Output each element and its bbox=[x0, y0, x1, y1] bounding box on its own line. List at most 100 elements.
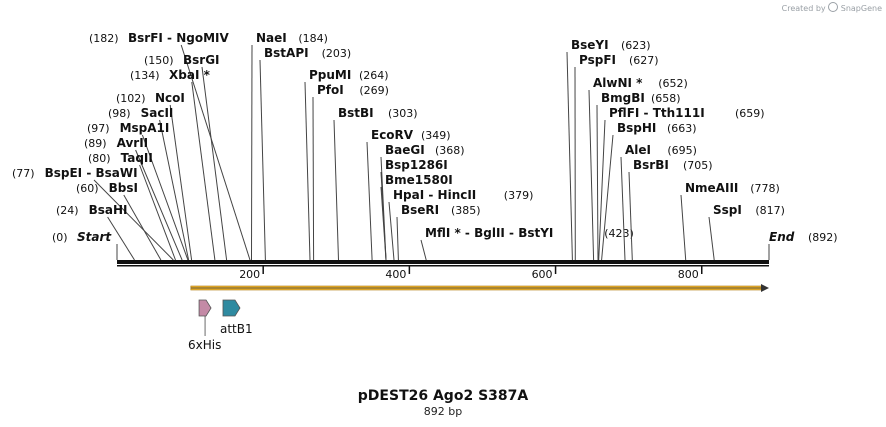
site-ecorv-label[interactable]: EcoRV bbox=[371, 128, 414, 142]
site-bseri-label[interactable]: BseRI bbox=[401, 203, 439, 217]
site-bsrfi-position: (182) bbox=[89, 32, 119, 45]
site-xbai-label[interactable]: XbaI * bbox=[169, 68, 211, 82]
site-bsrfi-label[interactable]: BsrFI - NgoMIV bbox=[128, 31, 229, 45]
site-bsrbi-marker bbox=[628, 171, 633, 261]
site-pfoi-marker bbox=[312, 96, 315, 261]
site-ppumi-position: (264) bbox=[359, 69, 389, 82]
site-alwni-position: (652) bbox=[658, 77, 688, 90]
site-bmgbi-position: (658) bbox=[651, 92, 681, 105]
site-bsphi-marker bbox=[601, 134, 614, 261]
end-position: (892) bbox=[808, 231, 838, 244]
site-bstapi-position: (203) bbox=[322, 47, 352, 60]
site-pspfi-position: (627) bbox=[629, 54, 659, 67]
site-pfoi-label[interactable]: PfoI bbox=[317, 83, 344, 97]
site-pspfi-label[interactable]: PspFI bbox=[579, 53, 616, 67]
feature-attb1-label: attB1 bbox=[220, 322, 253, 336]
credit-prefix: Created by bbox=[781, 4, 826, 13]
site-bsrgi-label[interactable]: BsrGI bbox=[183, 53, 220, 67]
site-sacii-position: (98) bbox=[108, 107, 131, 120]
site-taqii-label[interactable]: TaqII bbox=[121, 151, 153, 165]
site-bstbi-position: (303) bbox=[388, 107, 418, 120]
site-avrii-label[interactable]: AvrII bbox=[117, 136, 149, 150]
site-bsrfi-marker bbox=[180, 44, 251, 261]
sequence-backbone bbox=[117, 260, 769, 264]
site-xbai-marker bbox=[191, 81, 216, 261]
site-alei-position: (695) bbox=[667, 144, 697, 157]
site-ppumi-marker bbox=[304, 81, 311, 261]
feature-6xhis-label: 6xHis bbox=[188, 338, 221, 352]
plasmid-length: 892 bp bbox=[423, 405, 463, 418]
site-avrii-position: (89) bbox=[84, 137, 107, 150]
site-ecorv-marker bbox=[366, 141, 373, 261]
credit-brand: SnapGene bbox=[840, 4, 882, 13]
site-sspi-label[interactable]: SspI bbox=[713, 203, 742, 217]
site-alwni-marker bbox=[588, 89, 595, 261]
site-ncoi-marker bbox=[169, 104, 193, 261]
site-bmgbi-label[interactable]: BmgBI bbox=[601, 91, 645, 105]
site-sacii-label[interactable]: SacII bbox=[141, 106, 174, 120]
site-ppumi-label[interactable]: PpuMI bbox=[309, 68, 351, 82]
site-baegi-label[interactable]: BaeGI bbox=[385, 143, 425, 157]
site-bsrgi-position: (150) bbox=[144, 54, 174, 67]
ruler-label-800: 800 bbox=[678, 268, 699, 281]
site-pflfi-marker bbox=[598, 119, 606, 261]
site-sspi-marker bbox=[708, 216, 715, 261]
site-bsrbi-position: (705) bbox=[683, 159, 713, 172]
site-sspi-position: (817) bbox=[755, 204, 785, 217]
site-nmeaiii-label[interactable]: NmeAIII bbox=[685, 181, 738, 195]
site-bspei-position: (77) bbox=[12, 167, 35, 180]
site-pflfi-label[interactable]: PflFI - Tth111I bbox=[609, 106, 705, 120]
site-bsrbi-label[interactable]: BsrBI bbox=[633, 158, 669, 172]
site-baegi-position: (368) bbox=[435, 144, 465, 157]
feature-6xhis-arrow[interactable] bbox=[198, 299, 212, 317]
site-ncoi-position: (102) bbox=[116, 92, 146, 105]
site-naei-label[interactable]: NaeI bbox=[256, 31, 287, 45]
site-mspa1i-marker bbox=[141, 134, 189, 261]
plasmid-map: (182) BsrFI - NgoMIV NaeI (184)BstAPI (203) (… bbox=[12, 31, 838, 352]
site-mfli-label[interactable]: MflI * - BglII - BstYI bbox=[425, 226, 553, 240]
site-ecorv-position: (349) bbox=[421, 129, 451, 142]
start-label: Start bbox=[77, 230, 112, 244]
site-bbsi-label[interactable]: BbsI bbox=[109, 181, 138, 195]
site-mspa1i-position: (97) bbox=[87, 122, 110, 135]
site-naei-marker bbox=[251, 44, 253, 261]
site-bsahi-position: (24) bbox=[56, 204, 79, 217]
site-bme1580i-marker bbox=[380, 186, 387, 261]
site-bstapi-label[interactable]: BstAPI bbox=[264, 46, 309, 60]
site-hpai-marker bbox=[388, 201, 395, 261]
site-mspa1i-label[interactable]: MspA1I bbox=[120, 121, 170, 135]
sequence-backbone-lower bbox=[117, 265, 769, 267]
site-bsp1286i-label[interactable]: Bsp1286I bbox=[385, 158, 448, 172]
site-alei-label[interactable]: AleI bbox=[625, 143, 651, 157]
site-mfli-position: (423) bbox=[604, 227, 634, 240]
ruler-label-200: 200 bbox=[239, 268, 260, 281]
site-hpai-label[interactable]: HpaI - HincII bbox=[393, 188, 476, 202]
site-bmgbi-marker bbox=[596, 104, 599, 261]
site-avrii-marker bbox=[135, 149, 183, 261]
site-bsahi-label[interactable]: BsaHI bbox=[89, 203, 128, 217]
site-bspei-label[interactable]: BspEI - BsaWI bbox=[45, 166, 138, 180]
start-position: (0) bbox=[52, 231, 68, 244]
plasmid-name: pDEST26 Ago2 S387A bbox=[357, 388, 529, 404]
site-ncoi-label[interactable]: NcoI bbox=[155, 91, 185, 105]
site-bstbi-label[interactable]: BstBI bbox=[338, 106, 374, 120]
site-bstbi-marker bbox=[333, 119, 339, 261]
ruler-label-600: 600 bbox=[532, 268, 553, 281]
feature-attb1-arrow[interactable] bbox=[222, 299, 241, 317]
site-bbsi-position: (60) bbox=[76, 182, 99, 195]
site-alwni-label[interactable]: AlwNI * bbox=[593, 76, 643, 90]
end-label: End bbox=[769, 230, 795, 244]
site-bseri-position: (385) bbox=[451, 204, 481, 217]
site-taqii-marker bbox=[139, 164, 176, 261]
site-bsahi-marker bbox=[107, 216, 135, 261]
site-nmeaiii-position: (778) bbox=[750, 182, 780, 195]
site-bseyi-marker bbox=[566, 51, 573, 261]
site-sacii-marker bbox=[159, 119, 190, 261]
site-bsphi-label[interactable]: BspHI bbox=[617, 121, 656, 135]
site-bsphi-position: (663) bbox=[667, 122, 697, 135]
site-bseyi-label[interactable]: BseYI bbox=[571, 38, 609, 52]
site-naei-position: (184) bbox=[298, 32, 328, 45]
snapgene-logo-icon bbox=[828, 2, 839, 12]
site-bme1580i-label[interactable]: Bme1580I bbox=[385, 173, 453, 187]
site-mfli-marker bbox=[420, 239, 427, 261]
